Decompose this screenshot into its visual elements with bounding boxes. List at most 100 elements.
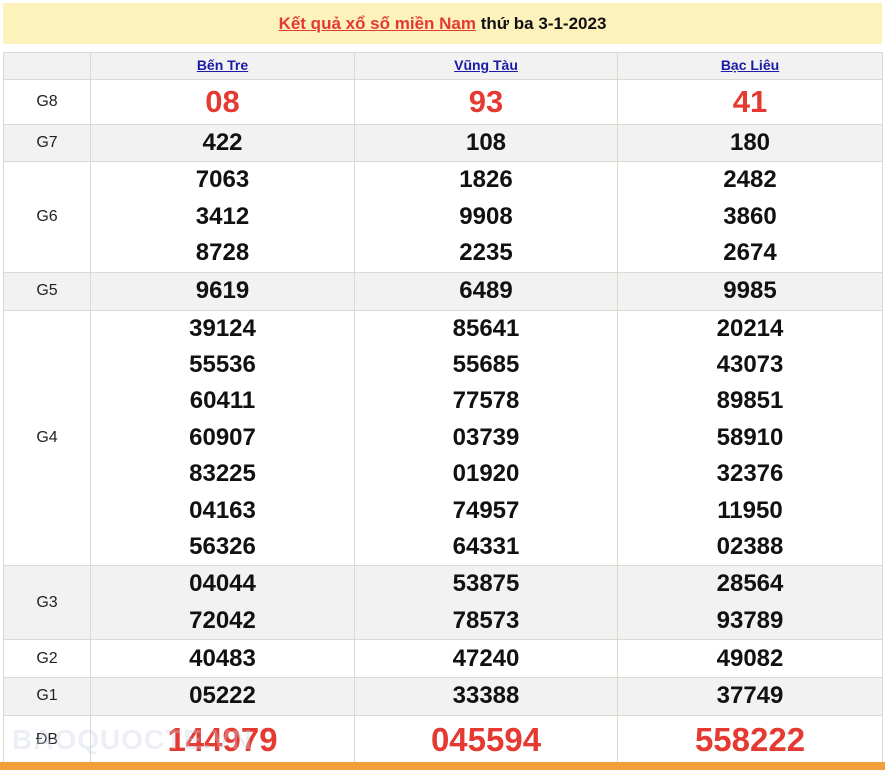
prize-number: 74957	[452, 496, 520, 524]
prize-number: 64331	[452, 533, 520, 561]
prize-cell: 9985	[617, 271, 883, 311]
prize-row-g2: G2 40483 47240 49082	[3, 639, 883, 679]
prize-label: G4	[3, 309, 91, 567]
prize-number: 422	[202, 129, 243, 156]
prize-cell: 2482 3860 2674	[617, 161, 883, 273]
prize-cell: 53875 78573	[354, 565, 618, 641]
prize-number: 3412	[195, 202, 250, 230]
prize-row-g1: G1 05222 33388 37749	[3, 677, 883, 716]
prize-number: 89851	[716, 387, 784, 415]
prize-number: 144979	[167, 720, 278, 758]
prize-cell: 33388	[354, 677, 618, 716]
province-link-bac-lieu[interactable]: Bạc Liêu	[720, 57, 780, 73]
prize-row-g5: G5 9619 6489 9985	[3, 271, 883, 311]
prize-number: 55536	[189, 351, 256, 379]
prize-cell: 05222	[90, 677, 355, 716]
prize-cell: 9619	[90, 271, 355, 311]
prize-number: 2674	[723, 239, 777, 267]
prize-number: 04044	[189, 570, 256, 598]
prize-number: 77578	[452, 387, 520, 415]
prize-number: 03739	[452, 423, 520, 451]
watermark-logo: BAOQUOCTE.VN	[12, 724, 253, 755]
prize-number: 6489	[459, 276, 513, 304]
prize-number: 49082	[716, 644, 784, 672]
prize-number: 180	[729, 129, 771, 156]
prize-number: 32376	[716, 460, 784, 488]
prize-cell: 37749	[617, 677, 883, 716]
prize-number: 2482	[723, 166, 777, 194]
prize-cell: 7063 3412 8728	[90, 161, 355, 273]
prize-number: 02388	[716, 533, 784, 561]
prize-cell: 40483	[90, 639, 355, 679]
results-table: Bến Tre Vũng Tàu Bạc Liêu G8 08 93 41 G7 422 1…	[3, 52, 883, 766]
prize-number: 9985	[723, 276, 777, 304]
province-link-vung-tau[interactable]: Vũng Tàu	[454, 57, 518, 73]
prize-number: 78573	[452, 606, 520, 634]
prize-number: 40483	[189, 644, 256, 672]
prize-number: 93789	[716, 606, 784, 634]
prize-number: 558222	[694, 720, 806, 758]
prize-number: 85641	[452, 314, 520, 342]
province-link-ben-tre[interactable]: Bến Tre	[196, 57, 249, 73]
prize-number: 1826	[459, 166, 513, 194]
prize-number: 58910	[716, 423, 784, 451]
prize-row-g7: G7 422 108 180	[3, 123, 883, 163]
prize-label: G2	[3, 639, 91, 679]
prize-cell: 28564 93789	[617, 565, 883, 641]
prize-number: 53875	[452, 570, 520, 598]
prize-number: 37749	[716, 682, 784, 710]
prize-cell: 93	[354, 79, 618, 125]
title-date: thứ ba 3-1-2023	[476, 14, 607, 33]
prize-label: G7	[3, 123, 91, 163]
prize-cell: 47240	[354, 639, 618, 679]
prize-number: 08	[205, 83, 240, 119]
page-title: Kết quả xổ số miền Nam thứ ba 3-1-2023	[3, 3, 882, 44]
prize-number: 9908	[459, 202, 513, 230]
prize-number: 60411	[189, 387, 256, 415]
prize-number: 43073	[716, 351, 784, 379]
prize-number: 3860	[723, 202, 777, 230]
prize-number: 7063	[195, 166, 250, 194]
prize-cell: 49082	[617, 639, 883, 679]
prize-row-g3: G3 04044 72042 53875 78573 28564 93789	[3, 565, 883, 641]
prize-cell: 558222	[617, 714, 883, 766]
prize-number: 83225	[189, 460, 256, 488]
prize-number: 60907	[189, 423, 256, 451]
prize-number: 56326	[189, 533, 256, 561]
prize-number: 8728	[195, 239, 250, 267]
prize-cell: 045594	[354, 714, 618, 766]
bottom-bar	[0, 762, 885, 770]
prize-cell: 85641 55685 77578 03739 01920 74957 64331	[354, 309, 618, 567]
prize-label: G5	[3, 271, 91, 311]
prize-number: 045594	[430, 720, 542, 758]
prize-number: 55685	[452, 351, 520, 379]
prize-number: 2235	[459, 239, 513, 267]
prize-row-g4: G4 39124 55536 60411 60907 83225 04163 56326 856…	[3, 309, 883, 567]
prize-number: 01920	[452, 460, 520, 488]
prize-row-g6: G6 7063 3412 8728 1826 9908 2235 2482 3860 2674	[3, 161, 883, 273]
prize-number: 9619	[195, 276, 250, 304]
prize-number: 47240	[452, 644, 520, 672]
prize-cell: 108	[354, 123, 618, 163]
prize-number: 108	[465, 129, 507, 156]
prize-number: 20214	[716, 314, 784, 342]
prize-number: 41	[732, 83, 768, 119]
prize-number: 72042	[189, 606, 256, 634]
prize-cell: 1826 9908 2235	[354, 161, 618, 273]
prize-cell: 41	[617, 79, 883, 125]
header-row: Bến Tre Vũng Tàu Bạc Liêu	[3, 52, 883, 80]
corner-cell	[3, 52, 91, 80]
prize-cell: 04044 72042	[90, 565, 355, 641]
prize-label: ĐB	[3, 714, 91, 766]
title-link[interactable]: Kết quả xổ số miền Nam	[278, 14, 476, 33]
prize-row-đb: ĐB 144979 045594 558222	[3, 714, 883, 766]
prize-cell: 180	[617, 123, 883, 163]
prize-label: G8	[3, 79, 91, 125]
prize-number: 33388	[452, 682, 520, 710]
prize-cell: 20214 43073 89851 58910 32376 11950 02388	[617, 309, 883, 567]
prize-number: 39124	[189, 314, 256, 342]
prize-cell: 08	[90, 79, 355, 125]
prize-label: G3	[3, 565, 91, 641]
prize-label: G1	[3, 677, 91, 716]
prize-number: 05222	[189, 682, 256, 710]
